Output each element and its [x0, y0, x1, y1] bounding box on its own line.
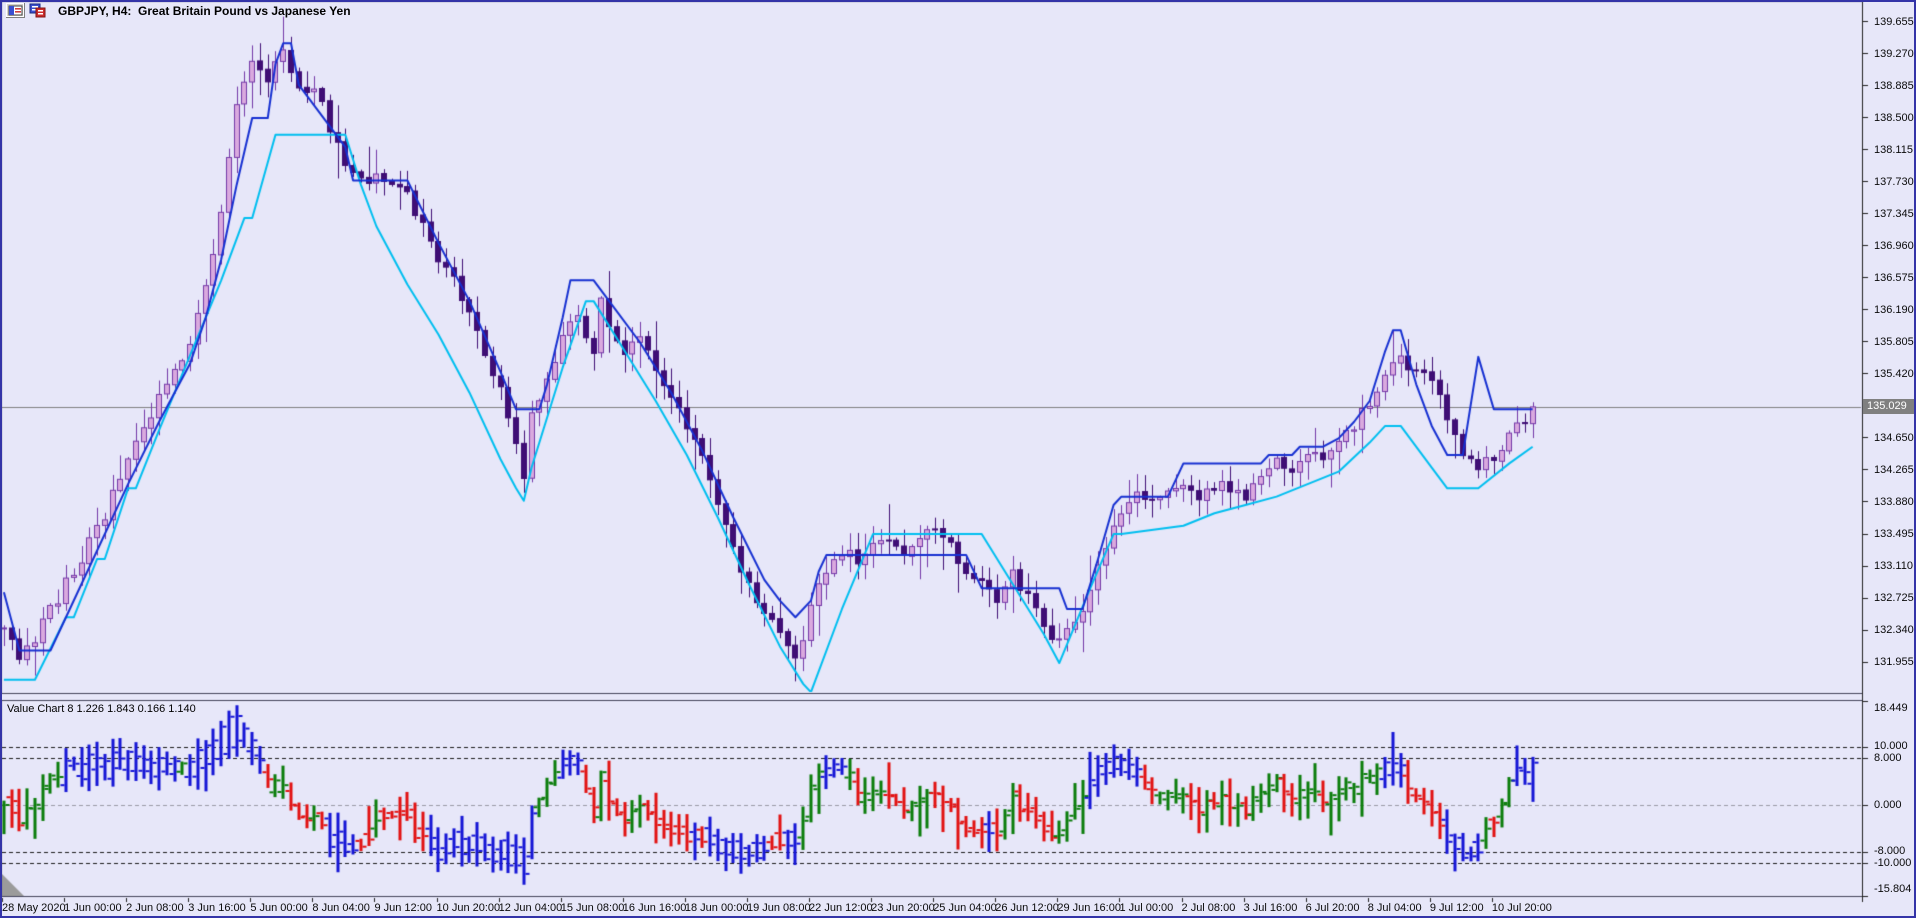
price-tick-label: 134.650	[1874, 431, 1914, 444]
time-tick-label: 1 Jul 00:00	[1119, 902, 1174, 914]
time-tick-label: 25 Jun 04:00	[933, 902, 997, 914]
price-tick-label: 138.500	[1874, 111, 1914, 124]
indicator-tick-label: 8.000	[1874, 751, 1902, 764]
price-tick-label: 131.955	[1874, 656, 1914, 669]
indicator-tick-label: -15.804	[1874, 882, 1912, 895]
time-tick-label: 18 Jun 00:00	[684, 902, 749, 914]
price-tick-label: 133.495	[1874, 528, 1914, 540]
price-tick-label: 133.110	[1874, 560, 1913, 573]
time-tick-label: 9 Jun 12:00	[374, 902, 432, 914]
time-tick-label: 6 Jul 20:00	[1305, 902, 1360, 914]
time-tick-label: 1 Jun 00:00	[64, 902, 122, 914]
time-tick-label: 28 May 2020	[2, 902, 66, 914]
indicator-axis[interactable]: 18.449 10.000 8.000 0.000 -8.000 -10.000 -15.8…	[1868, 0, 1914, 918]
time-tick-label: 2 Jul 08:00	[1181, 902, 1236, 914]
time-tick-label: 8 Jul 04:00	[1367, 902, 1422, 914]
price-tick-label: 138.885	[1874, 79, 1914, 92]
time-tick-label: 5 Jun 00:00	[250, 902, 308, 914]
price-tick-label: 139.270	[1874, 47, 1914, 60]
chart-title: GBPJPY, H4: Great Britain Pound vs Japan…	[58, 3, 351, 18]
symbols-table-icon[interactable]	[6, 3, 25, 18]
indicator-tick-label: -8.000	[1874, 845, 1906, 858]
time-tick-label: 3 Jul 16:00	[1243, 902, 1298, 914]
price-tick-label: 138.115	[1874, 143, 1913, 156]
price-tick-label: 135.805	[1874, 335, 1914, 348]
time-tick-label: 12 Jun 04:00	[498, 902, 563, 914]
time-tick-label: 29 Jun 16:00	[1057, 902, 1121, 914]
time-tick-label: 15 Jun 08:00	[560, 902, 625, 914]
time-tick-label: 9 Jul 12:00	[1429, 902, 1484, 914]
indicator-title: Value Chart 8 1.226 1.843 0.166 1.140	[7, 703, 196, 715]
time-tick-label: 3 Jun 16:00	[188, 902, 246, 914]
indicator-tick-label: 18.449	[1874, 701, 1908, 714]
indicator-tick-label: 0.000	[1874, 798, 1902, 811]
time-tick-label: 2 Jun 08:00	[126, 902, 184, 914]
price-tick-label: 136.960	[1874, 239, 1914, 252]
time-tick-label: 10 Jul 20:00	[1491, 902, 1552, 914]
time-tick-label: 8 Jun 04:00	[312, 902, 370, 914]
time-axis[interactable]: 28 May 2020 1 Jun 00:00 2 Jun 08:00 3 Jun 1…	[0, 898, 1862, 918]
indicator-tick-label: 10.000	[1874, 740, 1908, 753]
price-tick-label: 133.880	[1874, 495, 1914, 508]
price-axis[interactable]: 139.655 139.270 138.885 138.500 138.115 137.7…	[1868, 0, 1914, 918]
time-tick-label: 26 Jun 12:00	[995, 902, 1059, 914]
indicator-tick-label: -10.000	[1874, 856, 1912, 869]
time-tick-label: 22 Jun 12:00	[809, 902, 873, 914]
price-tick-label: 139.655	[1874, 15, 1914, 28]
price-tick-label: 135.420	[1874, 367, 1914, 380]
time-tick-label: 23 Jun 20:00	[871, 902, 935, 914]
time-tick-label: 16 Jun 16:00	[622, 902, 687, 914]
price-tick-label: 137.730	[1874, 175, 1914, 188]
price-tick-label: 137.345	[1874, 207, 1914, 220]
price-tick-label: 134.265	[1874, 463, 1914, 476]
time-tick-label: 19 Jun 08:00	[746, 902, 811, 914]
price-tick-label: 136.575	[1874, 271, 1914, 284]
price-tick-label: 132.340	[1874, 624, 1914, 637]
chart-titlebar: GBPJPY, H4: Great Britain Pound vs Japan…	[6, 3, 351, 18]
current-bid-price-label: 135.029	[1863, 399, 1916, 414]
price-tick-label: 136.190	[1874, 303, 1914, 316]
price-tick-label: 132.725	[1874, 592, 1914, 605]
overlapping-charts-icon[interactable]	[28, 3, 47, 18]
time-tick-label: 10 Jun 20:00	[436, 902, 501, 914]
